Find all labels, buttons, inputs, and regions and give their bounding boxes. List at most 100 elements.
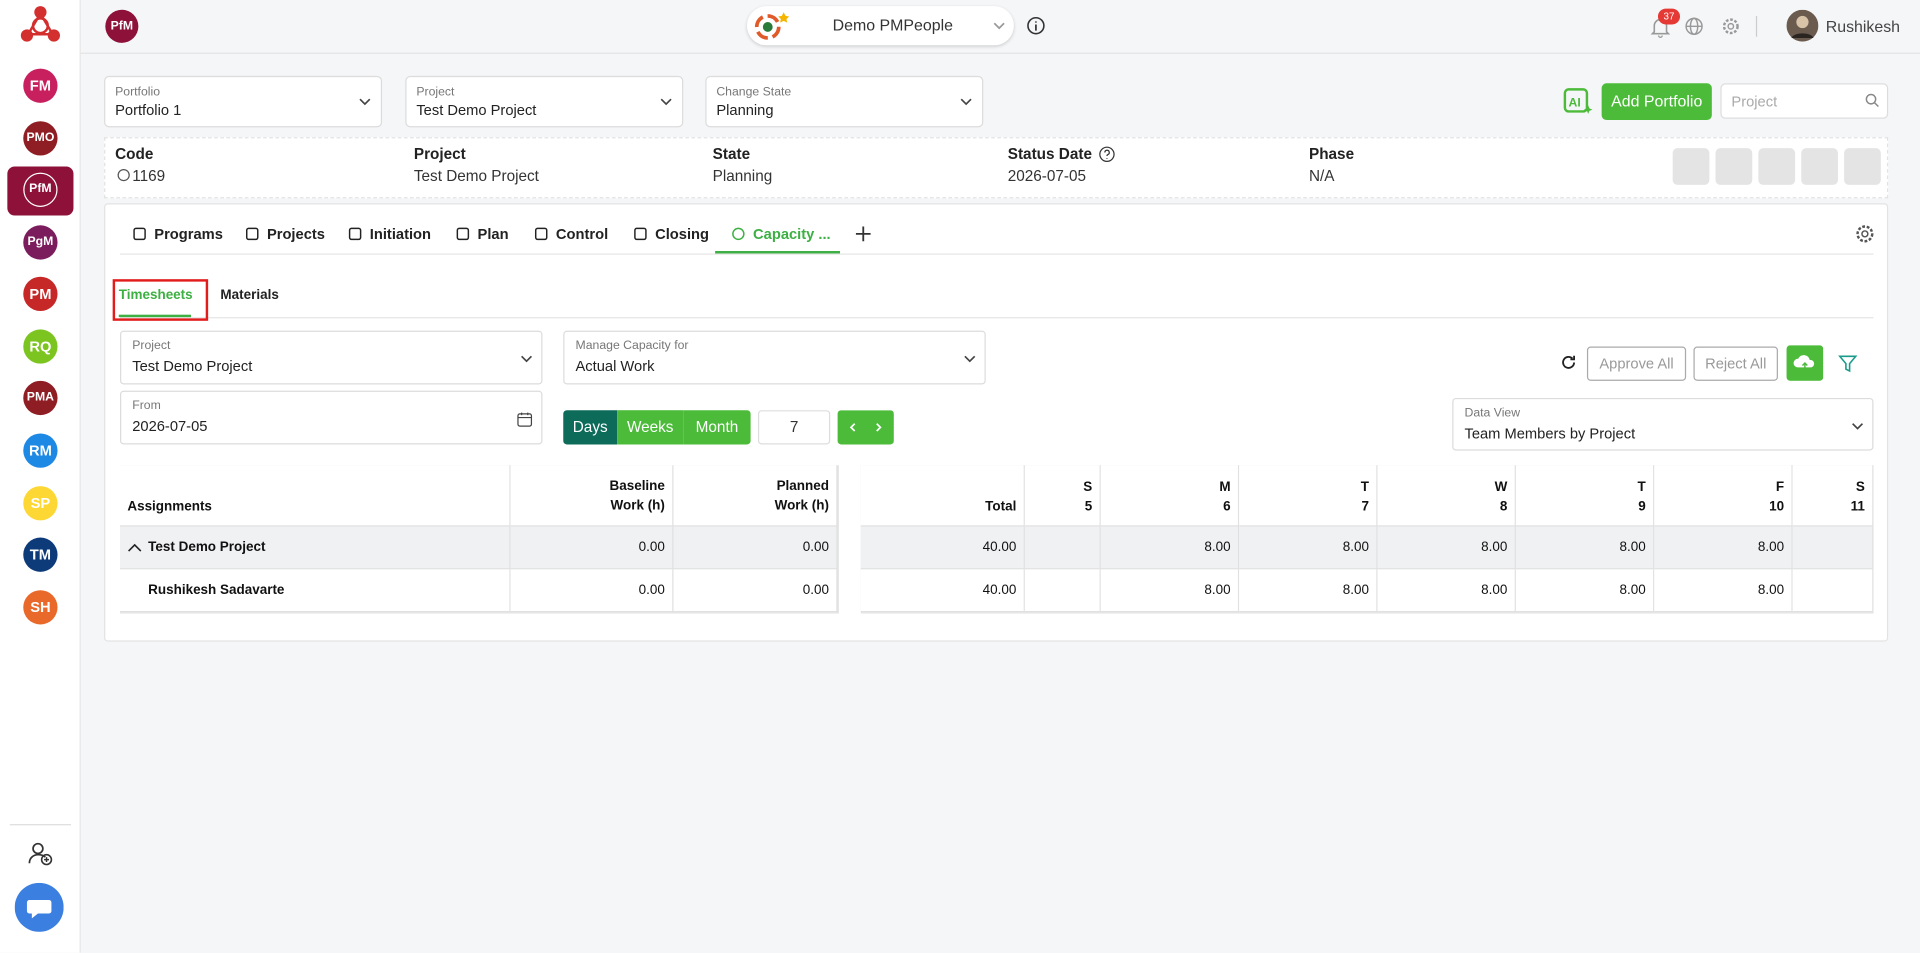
settings-icon[interactable]: [1722, 17, 1740, 35]
avatar[interactable]: [1786, 9, 1819, 42]
table-cell: 8.00: [1654, 526, 1793, 570]
sidebar-item[interactable]: RQ: [23, 329, 58, 364]
chat-button[interactable]: [14, 882, 64, 932]
summary-value: Planning: [712, 167, 773, 185]
toolbar-button[interactable]: [1672, 148, 1710, 185]
sidebar-item[interactable]: PMO: [23, 121, 58, 156]
icon-part: [128, 543, 142, 552]
cell-text: 8.00: [1619, 582, 1646, 598]
period-button[interactable]: Weeks: [617, 410, 684, 445]
icon-part: [964, 355, 976, 363]
topbar: PfM Demo PMPeople 37 Rushikesh: [80, 0, 1920, 54]
sidebar-item[interactable]: SP: [23, 486, 58, 521]
radio[interactable]: [117, 168, 130, 182]
subtab-divider: [120, 317, 1874, 319]
tab[interactable]: Initiation: [369, 225, 432, 243]
icon-part: [1099, 146, 1115, 163]
tab[interactable]: Programs: [154, 225, 223, 243]
tab[interactable]: Control: [555, 225, 609, 243]
table-cell: 8.00: [1377, 526, 1516, 570]
filter-icon[interactable]: [1838, 354, 1858, 374]
period-count[interactable]: 7: [757, 410, 831, 445]
tab-icon: [456, 227, 471, 242]
subtab[interactable]: Timesheets: [118, 287, 193, 303]
icon-part: [1838, 355, 1858, 373]
summary-label: Code: [115, 145, 154, 163]
user-name[interactable]: Rushikesh: [1825, 17, 1901, 36]
summary-card: Code 1169 Project Test Demo Project State Pla…: [104, 137, 1889, 199]
cell-text: 5: [1084, 499, 1093, 515]
icon-part: [133, 227, 146, 241]
filter-select[interactable]: Change State Planning: [705, 75, 984, 128]
field-value: Team Members by Project: [1464, 424, 1636, 443]
sidebar-item[interactable]: FM: [23, 68, 58, 103]
toolbar-button[interactable]: [1715, 148, 1753, 185]
sidebar-item[interactable]: TM: [23, 537, 58, 572]
add-user-icon[interactable]: [27, 840, 54, 867]
cell-text: 9: [1638, 499, 1646, 515]
filter-select[interactable]: Project Test Demo Project: [405, 75, 684, 128]
tab[interactable]: Capacity ...: [753, 225, 831, 243]
icon-part: [517, 412, 532, 419]
table-cell: Baseline Work (h): [510, 465, 674, 527]
subtab[interactable]: Materials: [220, 287, 279, 303]
sidebar-item[interactable]: SH: [23, 590, 58, 625]
search-box[interactable]: Project: [1720, 83, 1889, 119]
subtab-active-line: [118, 314, 192, 318]
cell-text: 0.00: [802, 540, 829, 555]
cell-text: 8.00: [1342, 540, 1369, 555]
icon-part: [1570, 355, 1576, 361]
sidebar-item[interactable]: RM: [23, 433, 58, 468]
form-field[interactable]: Manage Capacity for Actual Work: [563, 330, 986, 385]
collapse-icon[interactable]: [127, 540, 142, 552]
period-nav[interactable]: [837, 410, 894, 445]
form-field[interactable]: From 2026-07-05: [120, 390, 543, 445]
globe-icon[interactable]: [1685, 17, 1703, 36]
icon-part: [1865, 93, 1879, 108]
icon-part: [44, 857, 49, 863]
period-button[interactable]: Days: [563, 410, 618, 445]
icon-part: AI: [1569, 96, 1581, 110]
icon-part: [521, 355, 533, 363]
icon-part: [1685, 17, 1703, 36]
icon-part: [1786, 345, 1824, 381]
cell-text: 0.00: [638, 582, 665, 598]
icon-part: [837, 410, 894, 445]
refresh-icon[interactable]: [1560, 354, 1577, 371]
sidebar-item[interactable]: PgM: [23, 225, 58, 260]
form-field[interactable]: Data View Team Members by Project: [1452, 397, 1874, 451]
info-icon[interactable]: [1026, 16, 1046, 36]
tab[interactable]: Plan: [477, 225, 509, 243]
sidebar-item[interactable]: PfM: [23, 172, 58, 207]
table-cell: 0.00: [510, 569, 674, 613]
approve-button[interactable]: Approve All: [1586, 346, 1687, 381]
tab[interactable]: Closing: [655, 225, 709, 243]
add-tab[interactable]: [855, 225, 872, 242]
panel-settings[interactable]: [1855, 224, 1875, 244]
workspace-select[interactable]: Demo PMPeople: [746, 6, 1014, 46]
toolbar-button[interactable]: [1844, 148, 1881, 185]
form-field[interactable]: Project Test Demo Project: [120, 330, 543, 385]
icon-part: [1852, 422, 1864, 430]
icon-part: [1865, 93, 1877, 105]
table-cell: 0.00: [673, 569, 838, 613]
tab[interactable]: Projects: [266, 225, 325, 243]
filter-select[interactable]: Portfolio Portfolio 1: [104, 75, 383, 128]
icon-part: [359, 98, 371, 106]
search-placeholder: Project: [1731, 93, 1778, 111]
ai-icon[interactable]: AI: [1562, 86, 1594, 118]
filter-label: Change State: [716, 85, 792, 100]
toolbar-button[interactable]: [1758, 148, 1796, 185]
period-button[interactable]: Month: [683, 410, 751, 445]
sidebar-item[interactable]: PM: [23, 276, 58, 312]
icon-part: [960, 98, 972, 106]
toolbar-button[interactable]: [1801, 148, 1838, 185]
reject-button[interactable]: Reject All: [1693, 346, 1778, 381]
sidebar-item[interactable]: PMA: [23, 380, 58, 416]
icon-part: [32, 842, 44, 855]
add-portfolio-button[interactable]: Add Portfolio: [1601, 83, 1712, 121]
upload-button[interactable]: [1786, 345, 1824, 381]
chevron: [1850, 418, 1865, 433]
table-cell: 8.00: [1239, 569, 1378, 613]
icon-part: [34, 6, 47, 19]
